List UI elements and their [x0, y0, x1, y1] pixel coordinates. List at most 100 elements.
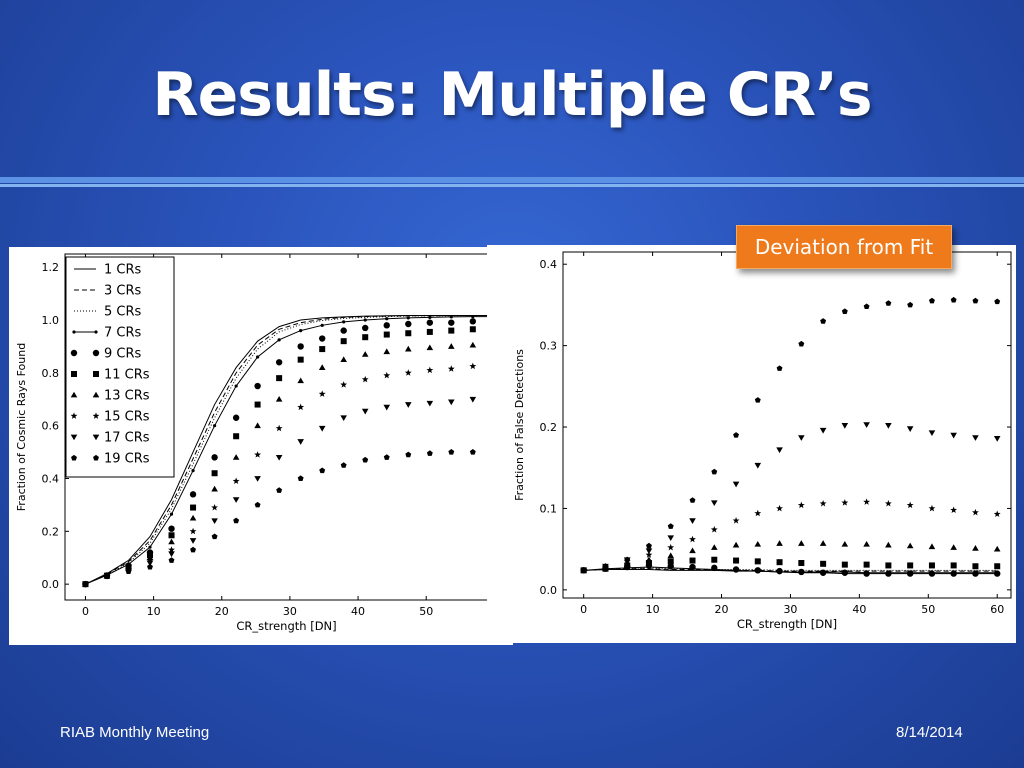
data-point	[276, 487, 283, 493]
data-point	[972, 508, 979, 516]
data-point	[841, 499, 849, 506]
data-point	[275, 454, 283, 461]
legend-marker	[93, 454, 99, 461]
data-point	[907, 301, 914, 308]
data-point	[841, 569, 849, 576]
legend-marker	[92, 349, 100, 357]
data-point	[147, 563, 153, 570]
data-point	[950, 544, 957, 550]
data-point	[426, 344, 434, 351]
x-tick-label: 30	[283, 605, 297, 618]
data-point	[232, 497, 240, 503]
series-19-crs	[580, 296, 1001, 573]
data-point	[667, 535, 675, 542]
data-point	[841, 540, 849, 547]
legend-label: 15 CRs	[104, 410, 150, 425]
data-point	[754, 567, 761, 574]
data-point	[667, 563, 674, 570]
chart-legend: 1 CRs 3 CRs 5 CRs 7 CRs 9 CRs 11 CRs 13 CRs 15 …	[65, 256, 175, 478]
series-7-crs	[582, 565, 999, 576]
data-point	[340, 381, 348, 388]
data-point	[798, 559, 805, 566]
data-point	[211, 503, 219, 511]
data-point	[841, 561, 848, 568]
data-point	[667, 552, 675, 559]
legend-marker	[92, 412, 100, 419]
data-point	[950, 562, 957, 569]
data-point	[972, 297, 979, 304]
footer-date: 8/14/2014	[896, 724, 963, 741]
data-point	[471, 314, 475, 319]
legend-marker	[72, 330, 76, 334]
x-axis-label: CR_strength [DN]	[737, 617, 837, 631]
data-point	[819, 540, 827, 546]
data-point	[254, 382, 261, 390]
data-point	[233, 433, 240, 440]
legend-item: 15 CRs	[70, 410, 150, 425]
data-point	[233, 517, 240, 524]
data-point	[928, 543, 936, 550]
series-3-crs	[583, 568, 998, 572]
data-point	[469, 326, 476, 333]
data-point	[906, 542, 914, 549]
data-point	[820, 560, 827, 567]
legend-marker	[70, 391, 78, 398]
data-point	[776, 504, 783, 512]
legend-item: 13 CRs	[70, 389, 150, 404]
data-point	[929, 297, 935, 304]
data-point	[189, 527, 197, 535]
series-3-crs	[85, 315, 495, 585]
data-point	[275, 424, 283, 432]
data-point	[602, 563, 609, 569]
data-point	[405, 451, 412, 458]
data-point	[299, 328, 303, 333]
data-point	[841, 308, 848, 314]
data-point	[841, 423, 849, 429]
data-point	[906, 501, 914, 509]
data-point	[776, 567, 783, 575]
legend-item: 19 CRs	[71, 452, 150, 467]
data-point	[863, 561, 870, 568]
data-point	[863, 540, 870, 547]
data-point	[363, 318, 367, 322]
data-point	[319, 335, 326, 342]
data-point	[383, 404, 391, 411]
data-point	[820, 318, 827, 324]
data-point	[275, 395, 283, 402]
data-point	[190, 504, 197, 511]
data-point	[297, 356, 304, 363]
x-tick-label: 50	[419, 605, 433, 618]
legend-marker	[71, 454, 77, 461]
data-point	[340, 462, 347, 468]
data-point	[405, 320, 412, 328]
chart-false-detections: 0 10 20 30 40 50 60 0.0 0.1 0.2 0.3 0.4 CR_strength …	[513, 251, 1012, 631]
data-point	[994, 563, 1001, 570]
data-point	[104, 573, 110, 579]
data-point	[447, 365, 455, 372]
legend-label: 3 CRs	[104, 284, 142, 299]
data-point	[928, 570, 936, 577]
legend-item: 5 CRs	[74, 305, 142, 320]
legend-marker	[70, 434, 78, 441]
data-point	[168, 525, 175, 532]
data-point	[362, 456, 369, 463]
data-point	[340, 338, 347, 345]
data-point	[711, 556, 718, 563]
legend-item: 1 CRs	[74, 263, 142, 278]
data-point	[189, 491, 197, 498]
data-point	[776, 559, 783, 566]
legend-marker	[93, 371, 99, 377]
data-point	[928, 504, 936, 512]
data-point	[972, 545, 979, 551]
x-tick-label: 40	[351, 605, 365, 618]
data-point	[297, 475, 304, 482]
data-point	[318, 364, 326, 370]
data-point	[426, 400, 434, 407]
y-tick-label: 0.3	[540, 340, 558, 353]
data-point	[580, 567, 587, 573]
legend-item: 9 CRs	[70, 347, 142, 362]
data-point	[907, 562, 914, 569]
data-point	[232, 477, 240, 485]
x-tick-label: 20	[715, 603, 729, 616]
series-15-crs	[580, 498, 1001, 574]
